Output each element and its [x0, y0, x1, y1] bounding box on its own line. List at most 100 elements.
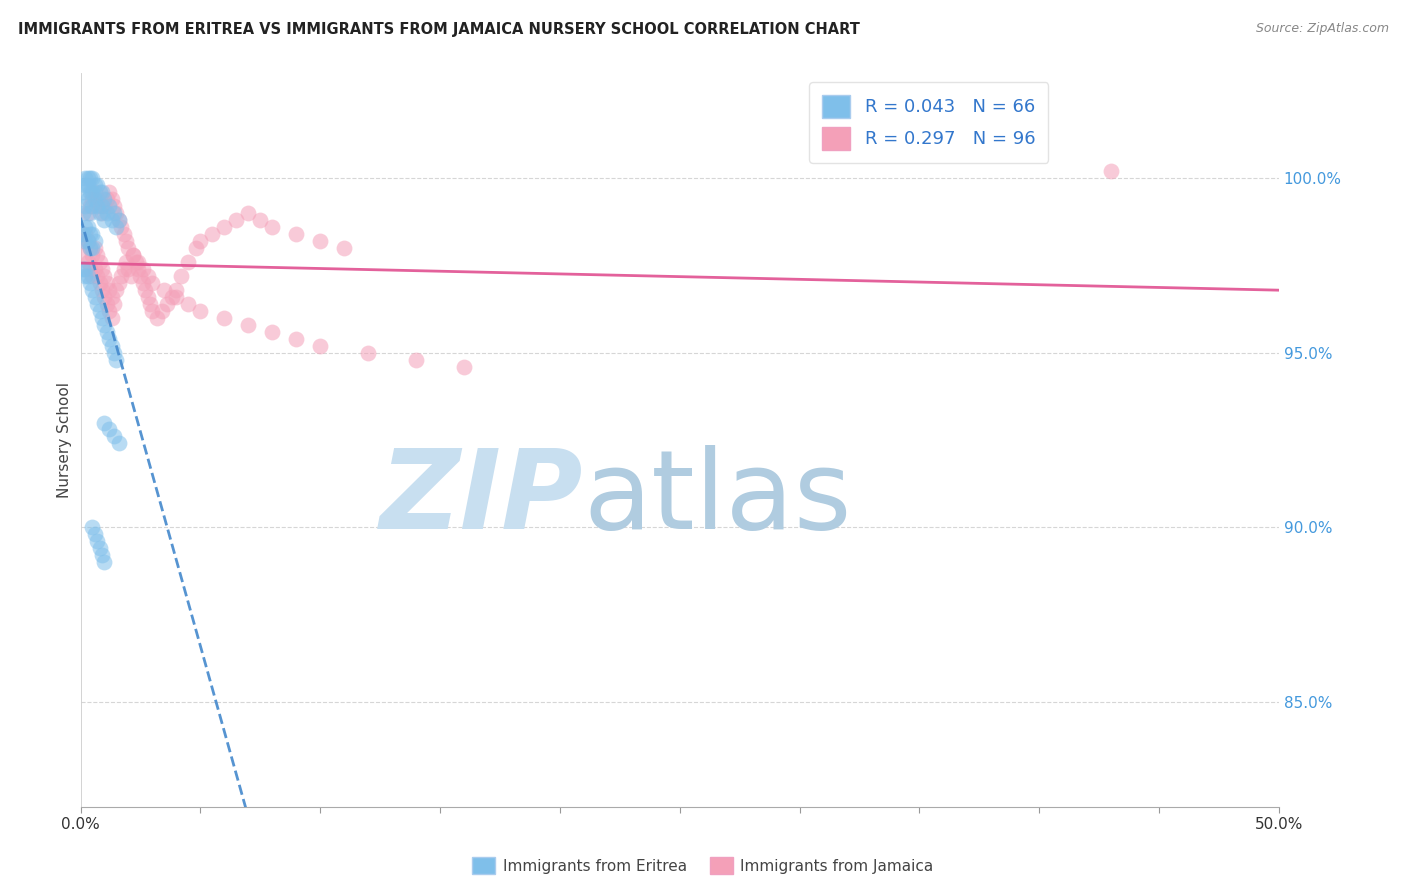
Point: [72, 206, 94, 220]
Point: [108, 436, 131, 450]
Point: [98, 283, 121, 297]
Point: [177, 254, 200, 268]
Point: [83, 527, 105, 541]
Point: [72, 185, 94, 199]
Point: [72, 227, 94, 241]
Point: [93, 318, 115, 332]
Point: [136, 268, 159, 283]
Point: [160, 290, 183, 304]
Point: [225, 212, 247, 227]
Point: [214, 310, 236, 325]
Point: [89, 185, 111, 199]
Point: [108, 276, 131, 290]
Point: [262, 219, 284, 234]
Point: [82, 520, 104, 534]
Point: [285, 227, 308, 241]
Text: atlas: atlas: [583, 445, 852, 552]
Point: [82, 241, 104, 255]
Point: [110, 268, 132, 283]
Point: [115, 234, 138, 248]
Point: [103, 199, 125, 213]
Point: [82, 192, 104, 206]
Point: [79, 276, 101, 290]
Point: [86, 178, 108, 192]
Point: [188, 234, 211, 248]
Point: [72, 234, 94, 248]
Point: [98, 199, 121, 213]
Point: [100, 338, 122, 352]
Point: [76, 268, 98, 283]
Point: [129, 268, 152, 283]
Point: [96, 325, 118, 339]
Point: [91, 206, 114, 220]
Point: [83, 290, 105, 304]
Point: [75, 234, 97, 248]
Point: [127, 254, 149, 268]
Point: [76, 178, 98, 192]
Point: [105, 283, 128, 297]
Point: [82, 170, 104, 185]
Point: [103, 206, 125, 220]
Point: [141, 276, 163, 290]
Point: [96, 276, 118, 290]
Point: [79, 185, 101, 199]
Point: [82, 185, 104, 199]
Point: [91, 261, 114, 276]
Point: [93, 555, 115, 569]
Point: [139, 296, 162, 310]
Point: [75, 199, 97, 213]
Point: [89, 254, 111, 268]
Point: [82, 227, 104, 241]
Point: [89, 206, 111, 220]
Point: [357, 345, 380, 359]
Point: [83, 241, 105, 255]
Point: [405, 352, 427, 367]
Point: [124, 254, 146, 268]
Point: [262, 325, 284, 339]
Point: [132, 261, 155, 276]
Point: [103, 429, 125, 443]
Point: [91, 185, 114, 199]
Text: ZIP: ZIP: [381, 445, 583, 552]
Point: [201, 227, 224, 241]
Point: [309, 234, 332, 248]
Point: [79, 227, 101, 241]
Point: [82, 283, 104, 297]
Text: IMMIGRANTS FROM ERITREA VS IMMIGRANTS FROM JAMAICA NURSERY SCHOOL CORRELATION CH: IMMIGRANTS FROM ERITREA VS IMMIGRANTS FR…: [18, 22, 860, 37]
Point: [188, 303, 211, 318]
Point: [100, 290, 122, 304]
Point: [82, 248, 104, 262]
Point: [75, 248, 97, 262]
Point: [108, 212, 131, 227]
Point: [76, 192, 98, 206]
Point: [98, 185, 121, 199]
Point: [108, 212, 131, 227]
Point: [177, 296, 200, 310]
Point: [238, 318, 260, 332]
Point: [79, 241, 101, 255]
Point: [98, 303, 121, 318]
Point: [105, 206, 128, 220]
Legend: Immigrants from Eritrea, Immigrants from Jamaica: Immigrants from Eritrea, Immigrants from…: [467, 851, 939, 880]
Point: [86, 248, 108, 262]
Point: [75, 268, 97, 283]
Point: [150, 303, 173, 318]
Point: [86, 296, 108, 310]
Point: [76, 206, 98, 220]
Point: [100, 192, 122, 206]
Point: [170, 268, 193, 283]
Point: [93, 290, 115, 304]
Point: [83, 185, 105, 199]
Point: [72, 261, 94, 276]
Point: [76, 170, 98, 185]
Point: [453, 359, 475, 374]
Point: [91, 310, 114, 325]
Point: [146, 310, 169, 325]
Point: [79, 170, 101, 185]
Point: [83, 261, 105, 276]
Point: [110, 219, 132, 234]
Point: [79, 261, 101, 276]
Point: [89, 541, 111, 556]
Point: [122, 248, 145, 262]
Point: [122, 248, 145, 262]
